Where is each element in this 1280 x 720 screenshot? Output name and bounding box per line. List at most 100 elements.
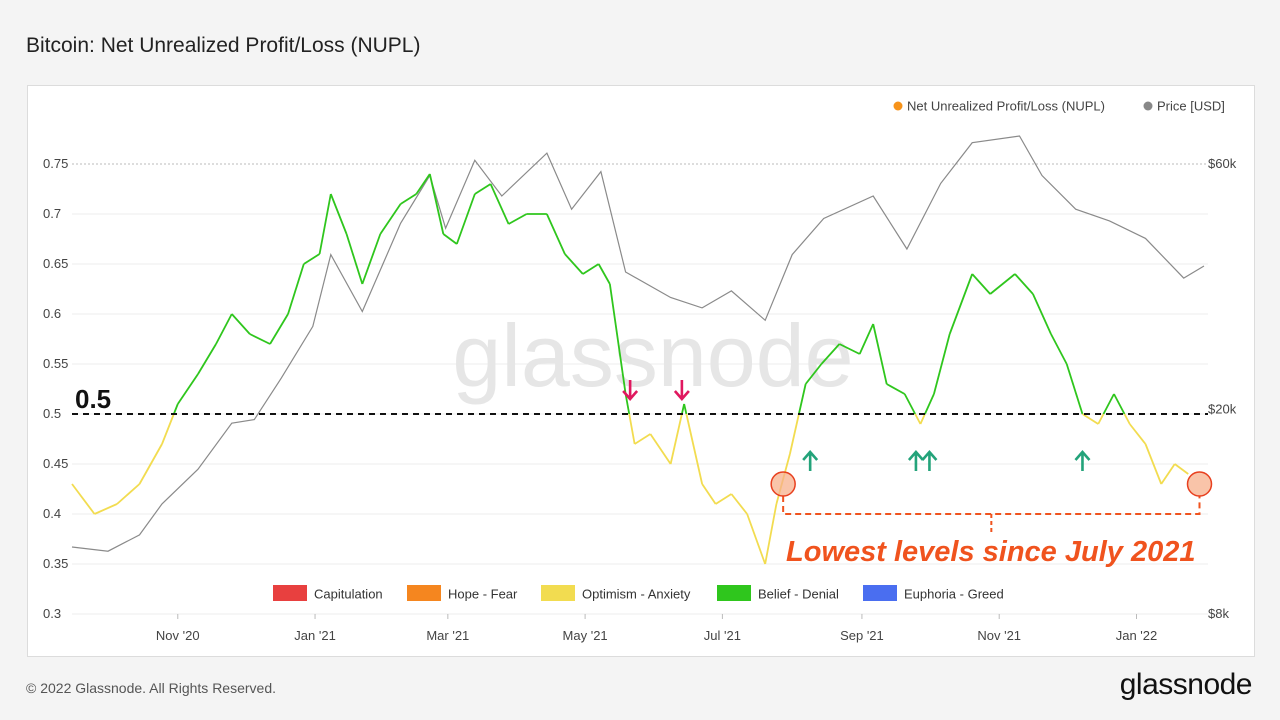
nupl-segment xyxy=(948,273,974,335)
nupl-segment xyxy=(474,183,492,195)
y-tick-label: 0.7 xyxy=(43,206,61,221)
nupl-segment xyxy=(872,323,888,385)
nupl-segment xyxy=(361,233,382,285)
nupl-segment xyxy=(746,513,766,565)
x-tick-label: Nov '21 xyxy=(977,628,1021,643)
price-line xyxy=(71,135,1205,552)
nupl-segment xyxy=(428,173,445,235)
legend-swatch xyxy=(717,585,751,601)
nupl-segment xyxy=(379,203,402,235)
legend-bottom[interactable]: Capitulation Hope - Fear Optimism - Anxiet… xyxy=(273,585,1004,602)
nupl-segment xyxy=(161,413,175,445)
y-tick-label: 0.3 xyxy=(43,606,61,621)
legend-bottom-label: Hope - Fear xyxy=(448,587,518,602)
y-tick-label: 0.55 xyxy=(43,356,68,371)
legend-bottom-label: Belief - Denial xyxy=(758,587,839,602)
nupl-segment xyxy=(989,273,1016,295)
x-tick-label: Nov '20 xyxy=(156,628,200,643)
nupl-segment xyxy=(269,313,289,345)
y-tick-label: 0.75 xyxy=(43,156,68,171)
nupl-segment xyxy=(1097,413,1105,425)
down-arrow xyxy=(622,380,639,401)
y-axis-left: 0.75 0.7 0.65 0.6 0.55 0.5 0.45 0.4 0.35 0.3 xyxy=(43,156,68,621)
price-series xyxy=(71,135,1205,552)
nupl-segment xyxy=(177,373,199,405)
up-arrow xyxy=(802,450,819,471)
x-tick-label: Sep '21 xyxy=(840,628,884,643)
nupl-segment xyxy=(94,503,118,515)
nupl-segment xyxy=(597,263,611,285)
legend-swatch xyxy=(893,101,903,111)
nupl-segment xyxy=(1160,463,1176,485)
y-tick-label: 0.6 xyxy=(43,306,61,321)
y-tick-label: 0.5 xyxy=(43,406,61,421)
up-arrow xyxy=(907,450,924,471)
nupl-segment xyxy=(798,383,807,415)
nupl-segment xyxy=(649,433,672,465)
callout-marker xyxy=(770,471,796,497)
nupl-segment xyxy=(116,483,141,505)
nupl-segment xyxy=(701,483,717,505)
legend-bottom-label: Optimism - Anxiety xyxy=(582,587,691,602)
nupl-segment xyxy=(345,233,364,285)
up-arrow xyxy=(1074,450,1091,471)
nupl-segment xyxy=(1102,393,1115,415)
nupl-segment xyxy=(1129,423,1147,445)
nupl-segment xyxy=(249,333,271,345)
nupl-segment xyxy=(138,443,163,485)
legend-swatch xyxy=(863,585,897,601)
y-tick-label: 0.35 xyxy=(43,556,68,571)
nupl-segment xyxy=(71,483,96,515)
nupl-segment xyxy=(508,213,528,225)
nupl-segment xyxy=(608,283,627,395)
nupl-segment xyxy=(971,273,991,295)
nupl-segment xyxy=(669,413,683,465)
nupl-segment xyxy=(415,173,431,195)
nupl-segment xyxy=(172,403,179,415)
nupl-segment xyxy=(924,393,935,415)
legend-top[interactable]: Net Unrealized Profit/Loss (NUPL) Price [… xyxy=(893,99,1225,114)
legend-top-label: Price [USD] xyxy=(1157,99,1225,114)
nupl-segment xyxy=(455,193,476,245)
nupl-segment xyxy=(820,343,841,365)
nupl-segment xyxy=(804,363,823,385)
y-tick-label: 0.65 xyxy=(43,256,68,271)
annotations: Lowest levels since July 2021 xyxy=(622,380,1213,568)
brand-logo: glassnode xyxy=(1119,668,1253,701)
legend-swatch xyxy=(541,585,575,601)
legend-swatch xyxy=(407,585,441,601)
x-tick-label: Jan '21 xyxy=(294,628,336,643)
nupl-segment xyxy=(683,403,688,415)
nupl-segment xyxy=(1081,413,1099,425)
nupl-segment xyxy=(764,503,778,565)
legend-bottom-label: Capitulation xyxy=(314,587,383,602)
nupl-segment xyxy=(582,263,600,275)
page-title: Bitcoin: Net Unrealized Profit/Loss (NUP… xyxy=(26,34,421,57)
y-tick-label: 0.4 xyxy=(43,506,61,521)
nupl-segment xyxy=(1050,333,1068,365)
y-right-tick-label: $8k xyxy=(1208,606,1229,621)
nupl-segment xyxy=(914,413,922,425)
nupl-series xyxy=(71,173,1189,565)
callout-marker xyxy=(1186,471,1213,497)
nupl-segment xyxy=(318,193,332,255)
nupl-segment xyxy=(546,213,566,255)
nupl-segment xyxy=(329,193,348,235)
nupl-segment xyxy=(489,183,510,225)
nupl-segment xyxy=(400,193,417,205)
nupl-segment xyxy=(839,343,861,355)
x-tick-label: Jan '22 xyxy=(1116,628,1158,643)
nupl-chart: glassnode 0.750.70.650.60.550.50.450.40.… xyxy=(43,99,1237,644)
nupl-segment xyxy=(933,333,951,395)
up-arrow xyxy=(921,450,938,471)
nupl-segment xyxy=(1014,273,1034,295)
nupl-segment xyxy=(564,253,584,275)
nupl-segment xyxy=(730,493,748,515)
legend-swatch xyxy=(1143,101,1153,111)
nupl-segment xyxy=(624,393,631,415)
nupl-segment xyxy=(919,413,926,425)
nupl-segment xyxy=(685,413,704,485)
nupl-segment xyxy=(1123,413,1131,425)
x-axis: Nov '20 Jan '21 Mar '21 May '21 Jul '21 Sep '… xyxy=(156,614,1157,643)
legend-swatch xyxy=(273,585,307,601)
